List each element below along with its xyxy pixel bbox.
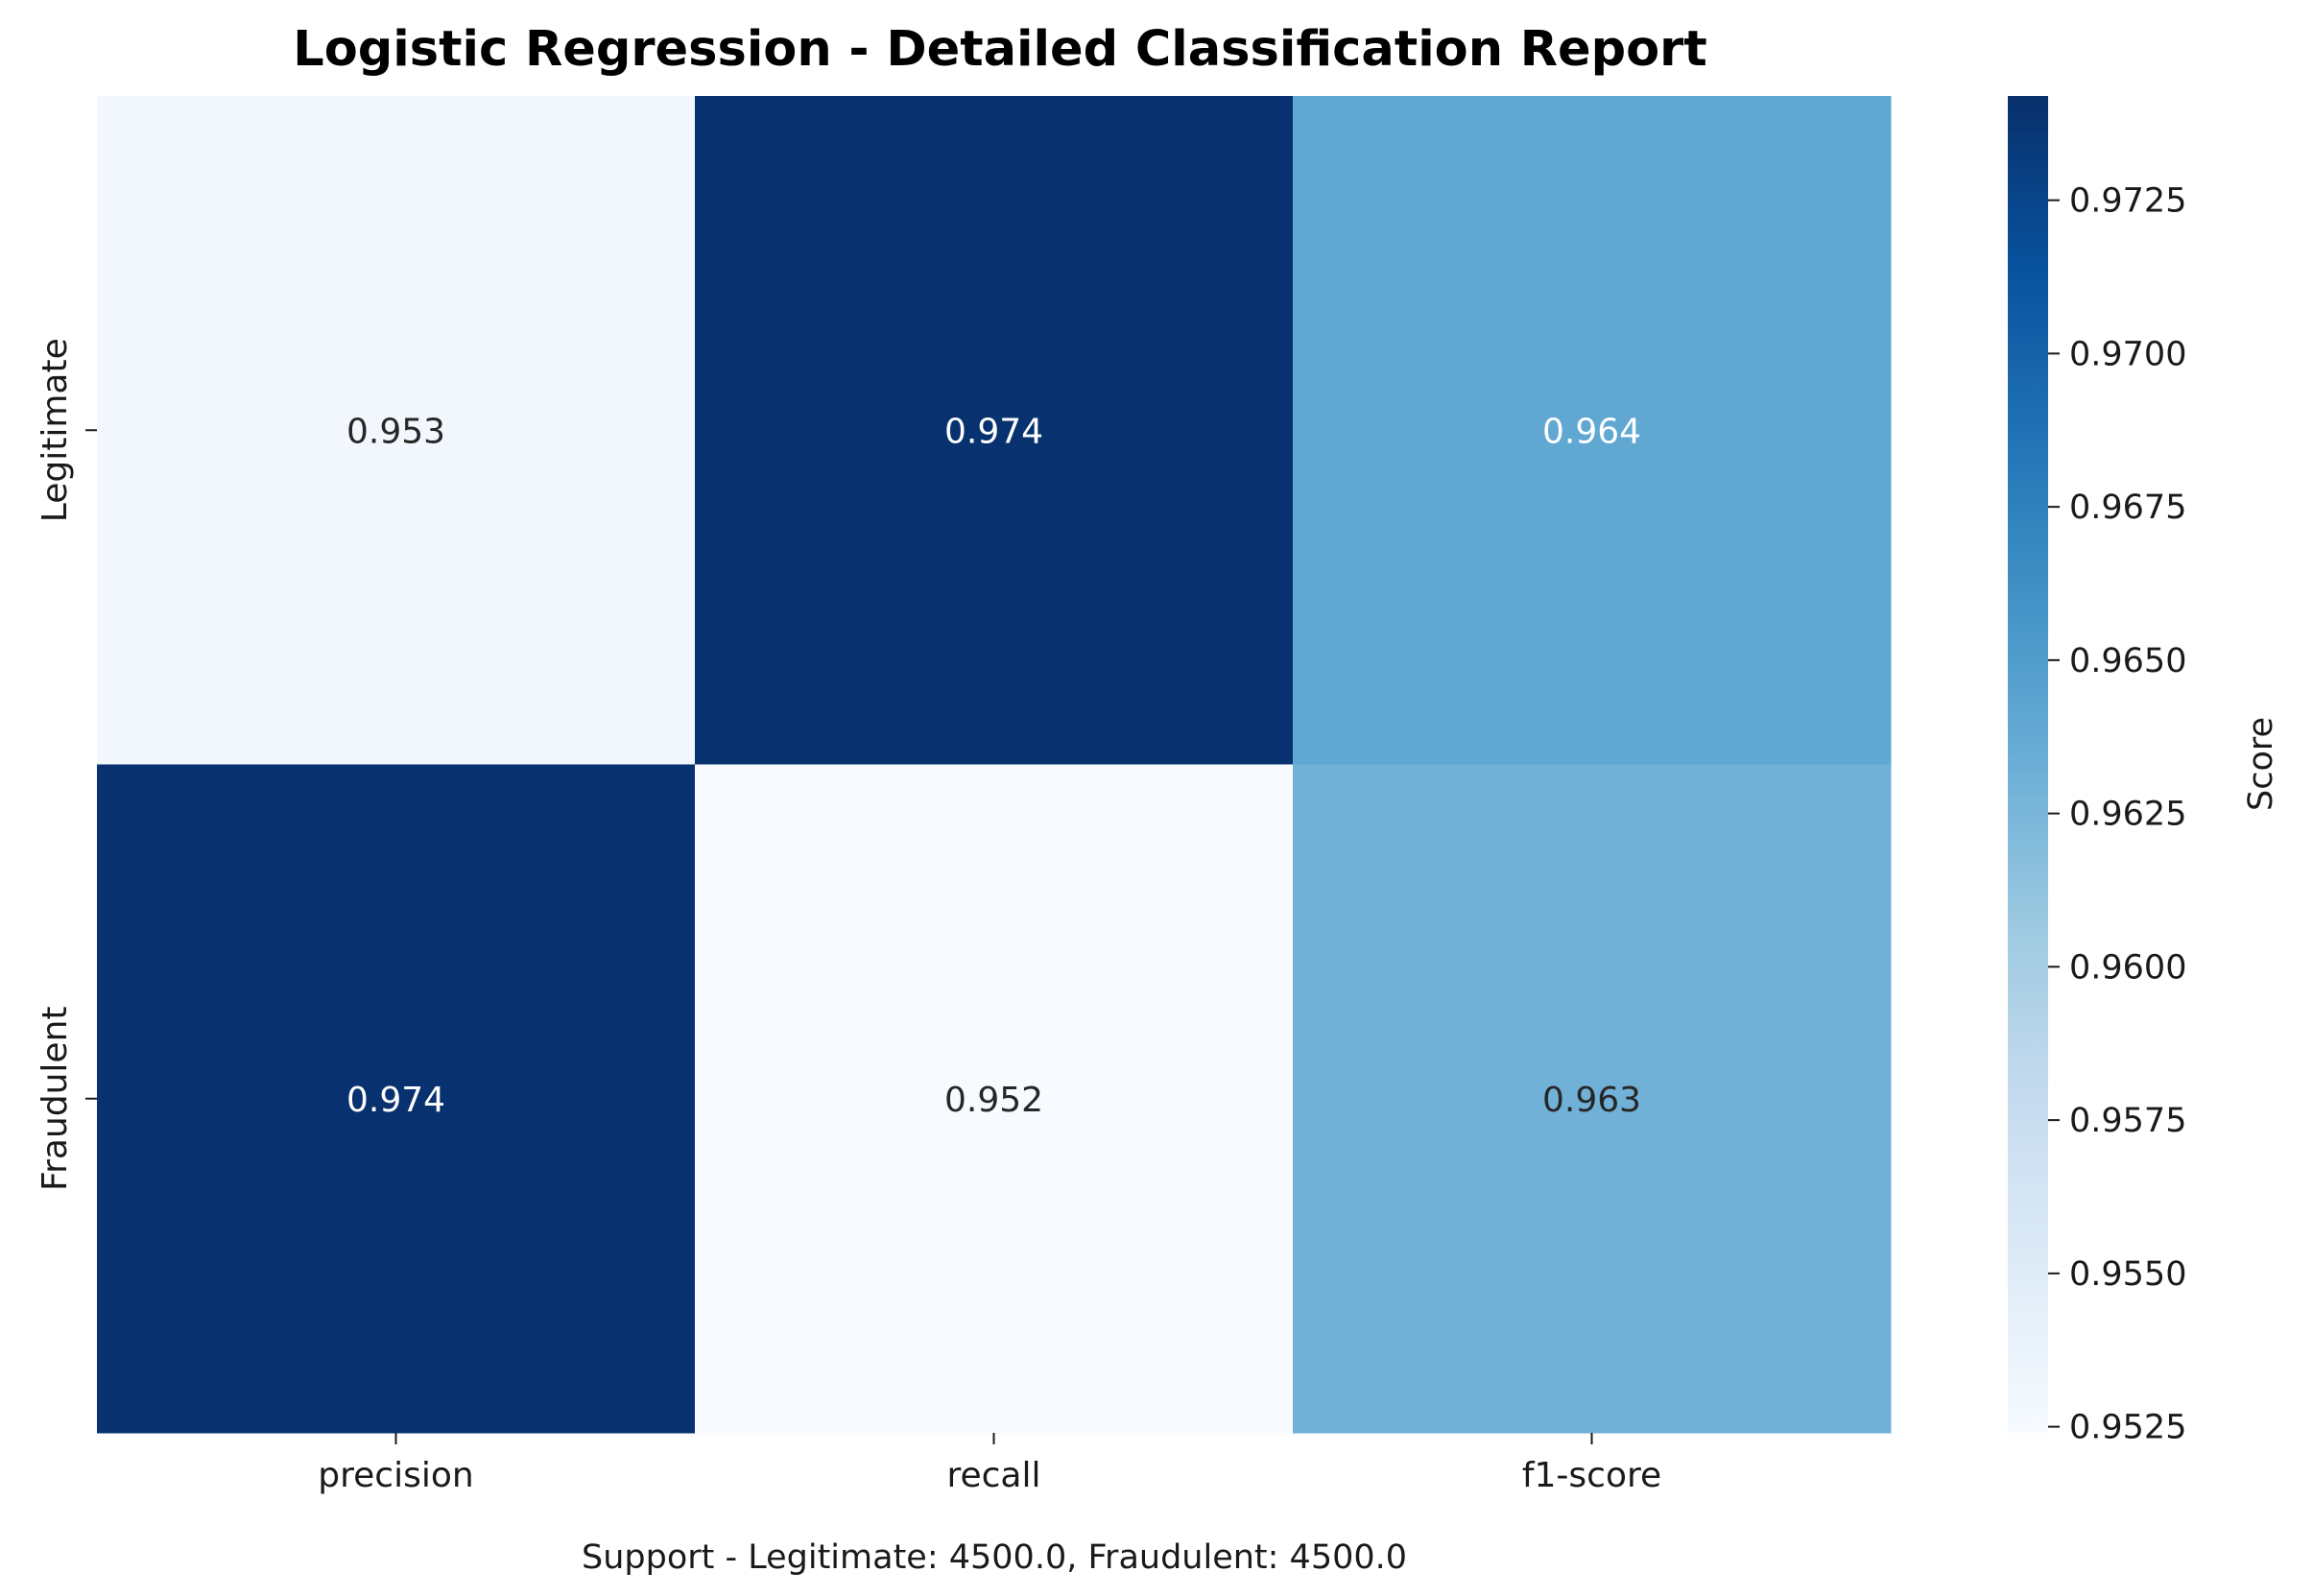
heatmap-cell (1293, 764, 1892, 1434)
cell-value-label: 0.974 (944, 412, 1043, 451)
colorbar-tick-label: 0.9600 (2069, 948, 2186, 987)
y-axis: Legitimate Fraudulent (36, 338, 97, 1191)
heatmap-cell (97, 764, 696, 1434)
heatmap-cell (97, 96, 696, 765)
colorbar-ticks: 0.9525 0.9550 0.9575 0.9600 0.9625 0.9650 0.96… (2048, 182, 2186, 1447)
colorbar-tick-label: 0.9650 (2069, 642, 2186, 680)
colorbar-tick-label: 0.9525 (2069, 1409, 2186, 1447)
y-tick-label: Legitimate (36, 338, 75, 522)
x-tick-label: f1-score (1522, 1456, 1661, 1495)
heatmap-cell-labels: 0.953 0.974 0.964 0.974 0.952 0.963 (346, 412, 1641, 1120)
x-tick-label: recall (946, 1456, 1040, 1495)
y-tick-label: Fraudulent (36, 1006, 75, 1191)
support-footnote: Support - Legitimate: 4500.0, Fraudulent… (582, 1538, 1407, 1577)
cell-value-label: 0.953 (346, 412, 445, 451)
cell-value-label: 0.963 (1542, 1081, 1641, 1120)
colorbar-tick-label: 0.9575 (2069, 1102, 2186, 1140)
cell-value-label: 0.952 (944, 1081, 1043, 1120)
heatmap-cell (1293, 96, 1892, 765)
colorbar-tick-label: 0.9550 (2069, 1255, 2186, 1294)
heatmap-cells (97, 96, 1892, 1434)
cell-value-label: 0.964 (1542, 412, 1641, 451)
colorbar-tick-label: 0.9625 (2069, 796, 2186, 834)
cell-value-label: 0.974 (346, 1081, 445, 1120)
x-tick-label: precision (318, 1456, 473, 1495)
heatmap-cell (695, 96, 1294, 765)
x-axis: precision recall f1-score (318, 1433, 1661, 1495)
colorbar (2008, 96, 2048, 1433)
chart-title: Logistic Regression - Detailed Classific… (293, 21, 1706, 78)
colorbar-tick-label: 0.9700 (2069, 335, 2186, 373)
colorbar-label: Score (2242, 717, 2280, 811)
colorbar-tick-label: 0.9675 (2069, 488, 2186, 527)
colorbar-tick-label: 0.9725 (2069, 182, 2186, 221)
heatmap-cell (695, 764, 1294, 1434)
